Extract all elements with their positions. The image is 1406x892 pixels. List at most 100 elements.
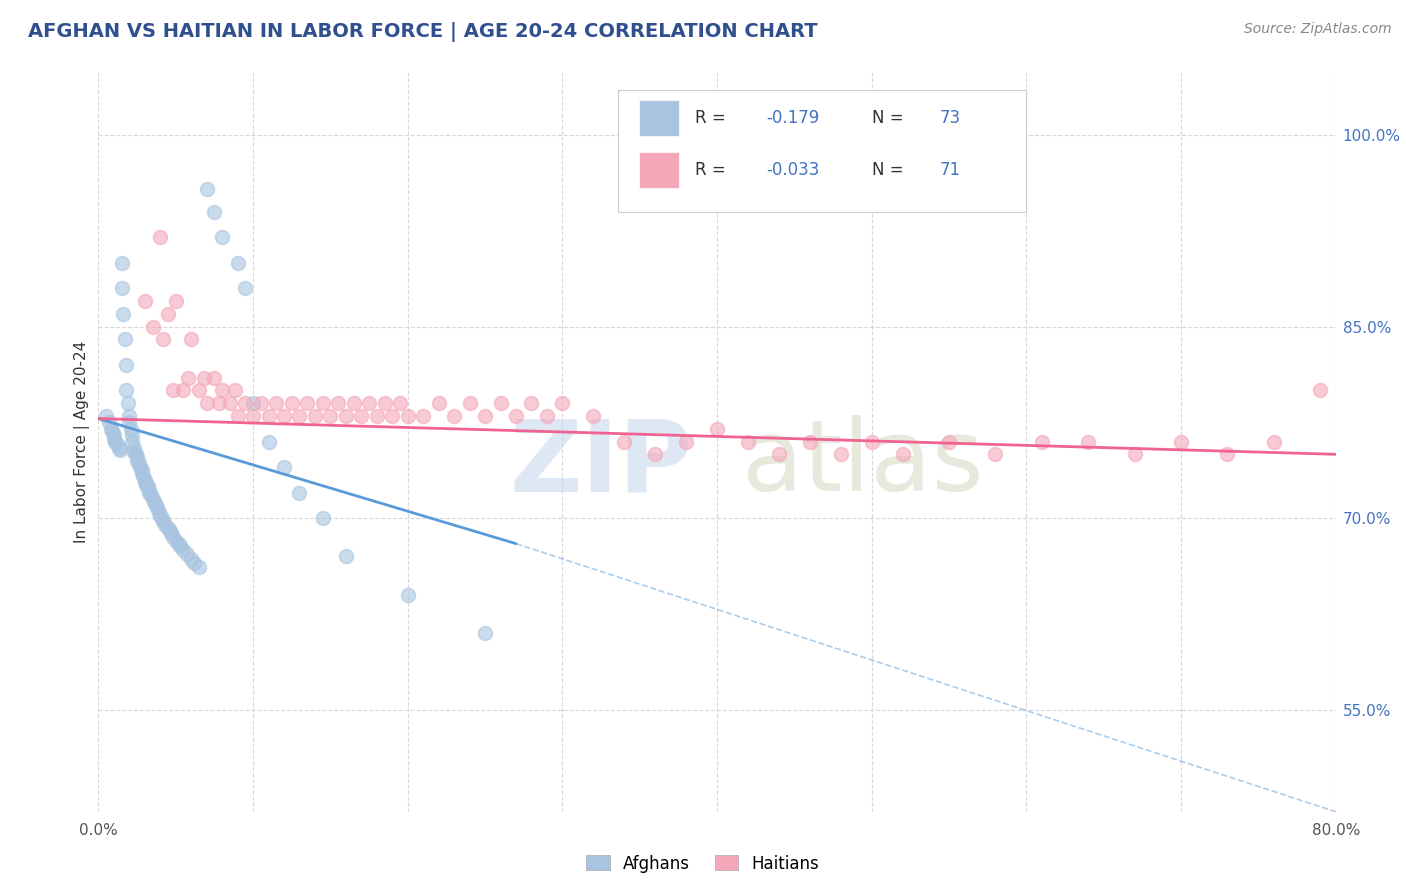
Point xyxy=(235,396,257,410)
Point xyxy=(706,422,728,436)
Point xyxy=(326,396,350,410)
Text: N =: N = xyxy=(872,109,903,128)
Point xyxy=(138,483,160,497)
Point xyxy=(374,396,396,410)
Point xyxy=(1077,434,1099,449)
Point xyxy=(474,626,496,640)
Point xyxy=(343,396,366,410)
Point xyxy=(152,333,174,347)
Point xyxy=(312,396,335,410)
Point xyxy=(350,409,373,423)
Point xyxy=(131,467,153,481)
Point xyxy=(132,469,155,483)
Point xyxy=(149,508,172,523)
Point xyxy=(127,450,149,464)
Point xyxy=(135,478,157,492)
Point xyxy=(160,526,183,541)
FancyBboxPatch shape xyxy=(640,153,679,187)
Point xyxy=(582,409,605,423)
Point xyxy=(288,409,311,423)
Point xyxy=(737,434,759,449)
Point xyxy=(115,384,138,398)
Point xyxy=(396,588,419,602)
Point xyxy=(273,460,295,475)
Point xyxy=(675,434,697,449)
Point xyxy=(157,307,180,321)
Point xyxy=(830,447,852,461)
Point xyxy=(104,434,127,449)
Y-axis label: In Labor Force | Age 20-24: In Labor Force | Age 20-24 xyxy=(75,341,90,542)
Point xyxy=(150,511,173,525)
Point xyxy=(159,524,181,538)
Point xyxy=(167,536,190,550)
Point xyxy=(211,384,233,398)
Point xyxy=(312,511,335,525)
Point xyxy=(1123,447,1146,461)
Point xyxy=(443,409,465,423)
Point xyxy=(1216,447,1239,461)
Point xyxy=(180,333,202,347)
Point xyxy=(188,559,211,574)
Point xyxy=(288,485,311,500)
Point xyxy=(860,434,883,449)
Point xyxy=(146,500,169,515)
Point xyxy=(105,437,128,451)
Point xyxy=(124,447,146,461)
Point xyxy=(768,447,790,461)
Text: R =: R = xyxy=(695,161,725,179)
Point xyxy=(101,425,124,439)
Point xyxy=(195,396,218,410)
Point xyxy=(128,456,150,470)
Point xyxy=(335,409,357,423)
Point xyxy=(273,409,295,423)
Point xyxy=(136,479,159,493)
Point xyxy=(169,539,191,553)
Text: R =: R = xyxy=(695,109,725,128)
Point xyxy=(984,447,1007,461)
Point xyxy=(226,409,249,423)
Point xyxy=(152,514,174,528)
Point xyxy=(1170,434,1192,449)
Point xyxy=(188,384,211,398)
Point xyxy=(891,447,914,461)
Text: AFGHAN VS HAITIAN IN LABOR FORCE | AGE 20-24 CORRELATION CHART: AFGHAN VS HAITIAN IN LABOR FORCE | AGE 2… xyxy=(28,22,818,42)
Point xyxy=(176,547,198,561)
Point xyxy=(134,475,156,490)
Point xyxy=(257,434,280,449)
Point xyxy=(304,409,326,423)
Point xyxy=(118,409,141,423)
Point xyxy=(505,409,527,423)
Point xyxy=(226,256,249,270)
Point xyxy=(335,549,357,564)
FancyBboxPatch shape xyxy=(619,90,1026,212)
Point xyxy=(118,416,141,430)
Point xyxy=(149,230,172,244)
Point xyxy=(388,396,412,410)
Point xyxy=(100,422,122,436)
Point xyxy=(250,396,273,410)
Point xyxy=(131,462,153,476)
Point xyxy=(108,443,131,458)
Point xyxy=(938,434,960,449)
Point xyxy=(799,434,821,449)
Point xyxy=(224,384,246,398)
Point xyxy=(177,370,200,384)
Point xyxy=(112,307,135,321)
Point xyxy=(257,409,280,423)
Point xyxy=(134,294,156,309)
Point xyxy=(1309,384,1331,398)
Point xyxy=(366,409,388,423)
Point xyxy=(319,409,342,423)
Point xyxy=(281,396,304,410)
Point xyxy=(381,409,404,423)
Point xyxy=(204,370,226,384)
Point xyxy=(129,460,152,475)
Point xyxy=(143,494,166,508)
Point xyxy=(111,256,134,270)
Point xyxy=(142,491,165,506)
Point xyxy=(103,428,125,442)
Text: -0.179: -0.179 xyxy=(766,109,820,128)
Text: Source: ZipAtlas.com: Source: ZipAtlas.com xyxy=(1244,22,1392,37)
Point xyxy=(115,358,138,372)
Point xyxy=(165,294,187,309)
